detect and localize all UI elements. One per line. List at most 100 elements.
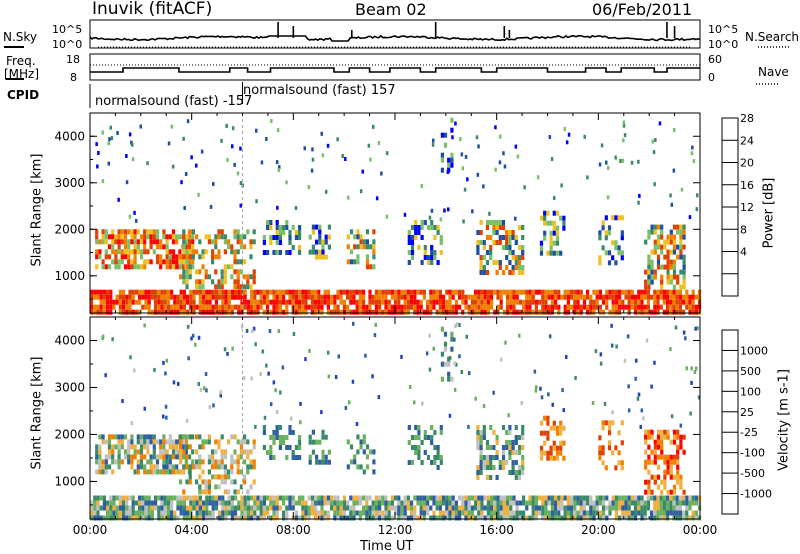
velocity-panel-cell: [318, 459, 322, 465]
velocity-panel-cell: [220, 464, 224, 470]
velocity-panel-cell: [514, 450, 518, 455]
velocity-panel-cell: [131, 505, 135, 511]
power-panel-cell: [653, 229, 657, 235]
power-panel-cell: [230, 274, 234, 280]
power-panel-cell: [320, 131, 323, 136]
power-panel-cell: [269, 225, 273, 230]
velocity-panel-cell: [157, 515, 161, 521]
power-panel-cell: [620, 235, 624, 241]
velocity-panel-cell: [127, 454, 131, 460]
velocity-panel-cell: [275, 505, 279, 511]
velocity-panel-cell: [672, 434, 677, 440]
power-panel-cell: [550, 294, 554, 300]
power-panel-cell: [690, 151, 694, 156]
power-panel-cell: [458, 304, 462, 310]
power-panel-cell: [346, 234, 350, 240]
power-panel-cell: [149, 244, 153, 250]
velocity-panel-cell: [152, 464, 156, 470]
velocity-panel-cell: [607, 445, 612, 451]
velocity-panel-cell: [288, 500, 292, 506]
velocity-panel-cell: [400, 500, 404, 506]
power-panel-cell: [304, 289, 308, 295]
power-panel-cell: [120, 254, 124, 260]
velocity-panel-cell: [250, 505, 254, 511]
velocity-panel-cell: [476, 470, 480, 475]
velocity-panel-cell: [627, 510, 631, 516]
power-panel-cell: [435, 299, 439, 305]
power-panel-cell: [185, 234, 189, 240]
velocity-panel-cell: [346, 500, 350, 506]
velocity-panel-cell: [563, 510, 567, 516]
power-panel-cell: [362, 239, 366, 245]
power-panel-cell: [496, 294, 500, 300]
power-panel-cell: [640, 289, 644, 295]
power-panel-cell: [195, 163, 198, 168]
power-panel-cell: [250, 294, 254, 300]
velocity-panel-cell: [621, 510, 625, 516]
velocity-panel-cell: [498, 460, 502, 465]
power-panel-cell: [488, 211, 491, 216]
velocity-panel-cell: [598, 515, 602, 521]
velocity-panel-cell: [198, 464, 202, 470]
power-panel-cell: [352, 289, 356, 295]
velocity-panel-cell: [188, 469, 192, 475]
power-panel-cell: [579, 304, 583, 310]
power-panel-cell: [516, 154, 520, 159]
velocity-panel-cell: [669, 474, 673, 480]
velocity-panel-cell: [170, 500, 174, 506]
velocity-panel-cell: [522, 500, 526, 506]
velocity-panel-cell: [660, 429, 664, 435]
velocity-panel-cell: [470, 505, 474, 511]
power-panel-cell: [548, 135, 552, 139]
velocity-panel-cell: [656, 464, 661, 470]
velocity-panel-cell: [175, 449, 179, 455]
power-panel-cell: [543, 235, 547, 241]
velocity-panel-cell: [342, 510, 346, 516]
power-panel-cell: [294, 294, 298, 300]
power-panel-cell: [508, 230, 512, 235]
velocity-panel-cell: [321, 459, 325, 465]
velocity-panel-cell: [95, 459, 99, 465]
velocity-panel-cell: [666, 505, 670, 511]
velocity-panel-cell: [635, 358, 638, 363]
velocity-panel-cell: [252, 444, 256, 450]
power-panel-cell: [378, 294, 382, 300]
power-panel-cell: [269, 220, 273, 225]
power-panel-cell: [227, 239, 231, 245]
velocity-panel-cell: [291, 495, 295, 501]
power-panel-cell: [563, 294, 567, 300]
power-panel-cell: [179, 274, 183, 280]
velocity-panel-cell: [201, 459, 205, 465]
power-panel-cell: [326, 299, 330, 305]
velocity-panel-cell: [131, 495, 135, 501]
velocity-panel-cell: [624, 500, 628, 506]
velocity-panel-cell: [669, 454, 673, 460]
power-panel-cell: [144, 304, 148, 310]
power-panel-cell: [640, 299, 644, 305]
velocity-panel-cell: [535, 385, 538, 390]
power-panel-cell: [630, 289, 634, 295]
velocity-panel-cell: [582, 510, 586, 516]
velocity-panel-cell: [650, 510, 654, 516]
power-panel-cell: [436, 260, 440, 265]
power-panel-cell: [614, 289, 618, 295]
velocity-colorbar-tick-label: 500: [740, 365, 761, 378]
beam-title: Beam 02: [355, 0, 427, 19]
velocity-panel-cell: [90, 505, 94, 511]
nsky-tick-bottom: 10^0: [52, 38, 83, 51]
velocity-panel-cell: [149, 469, 153, 475]
power-panel-cell: [111, 239, 115, 245]
power-panel-cell: [128, 309, 132, 315]
velocity-panel-cell: [184, 459, 188, 465]
xtick-label: 04:00: [174, 523, 209, 537]
velocity-panel-cell: [171, 464, 176, 470]
velocity-panel-cell: [470, 515, 474, 521]
velocity-panel-cell: [646, 505, 650, 511]
velocity-panel-cell: [690, 366, 693, 371]
power-panel-cell: [220, 234, 224, 240]
power-panel-cell: [490, 294, 494, 300]
power-panel-cell: [652, 150, 656, 155]
freq-label: Freq.: [6, 54, 36, 68]
power-panel-cell: [349, 309, 353, 315]
velocity-panel-cell: [511, 470, 515, 475]
